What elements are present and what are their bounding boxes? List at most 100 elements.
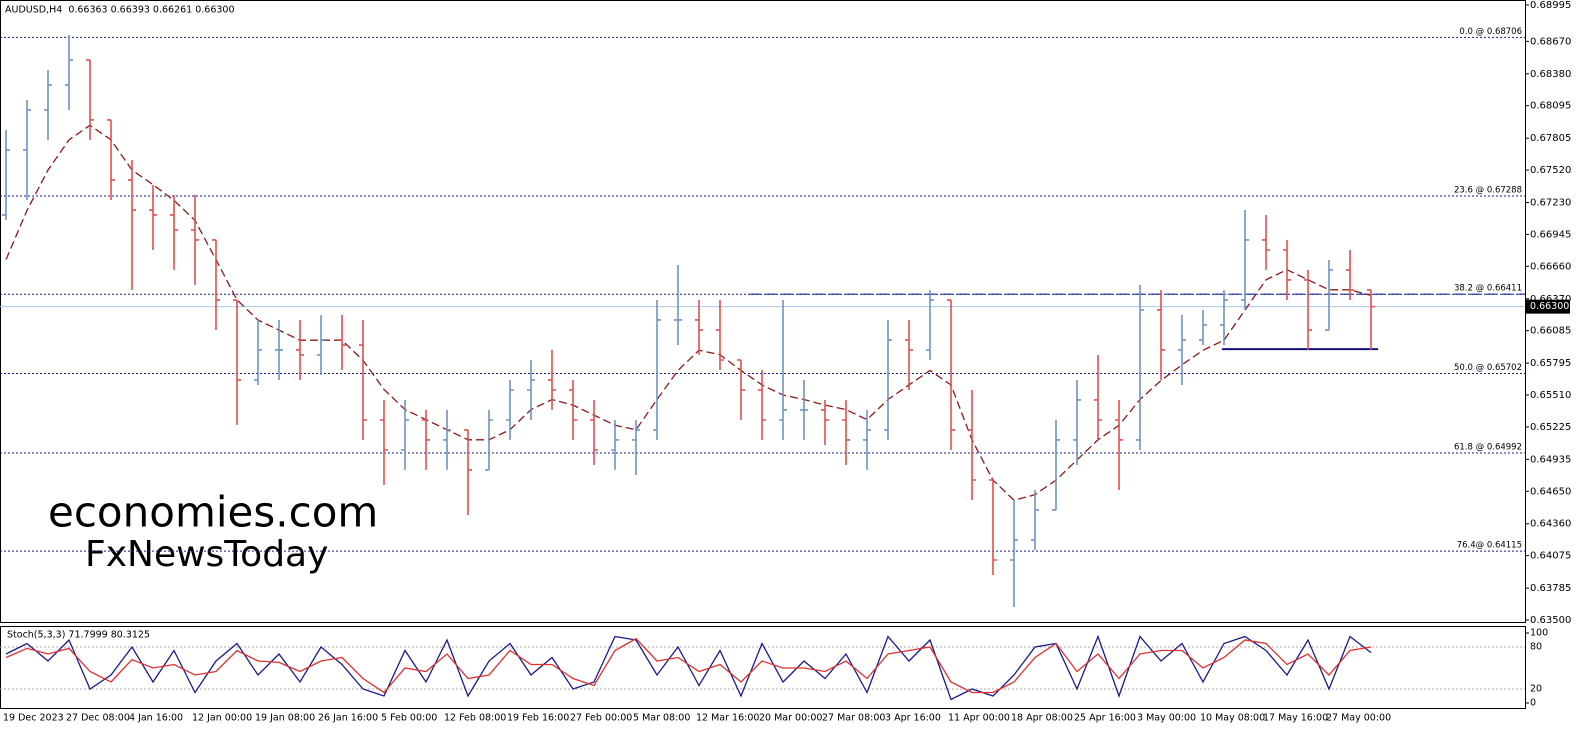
x-tick-label: 5 Mar 08:00 [633,713,690,724]
y-tick-label: 0.68670 [1530,36,1571,47]
ohlc-bar [1010,500,1018,608]
ohlc-bar [1283,239,1291,301]
indicator-title: Stoch(5,3,3) 71.7999 80.3125 [7,630,150,641]
ohlc-bar [317,315,325,376]
ohlc-bar [548,349,556,410]
current-price-box [1526,299,1570,314]
fib-label: 38.2 @ 0.66411 [1454,284,1522,294]
fib-label: 23.6 @ 0.67288 [1454,186,1522,196]
y-tick-label: 0.65510 [1530,390,1571,401]
x-tick-label: 26 Jan 16:00 [318,713,378,724]
indicator-tick-label: 0 [1530,698,1536,709]
ohlc-bar [86,59,94,140]
x-tick-label: 19 Jan 08:00 [255,713,315,724]
fib-label: 76.4@ 0.64115 [1457,541,1522,551]
ohlc-bar [884,319,892,440]
x-tick-label: 12 Jan 00:00 [192,713,252,724]
y-tick-label: 0.64935 [1530,454,1571,465]
fib-label: 0.0 @ 0.68706 [1459,27,1522,37]
moving-average [5,124,1372,501]
ohlc-bar [338,315,346,370]
y-tick-label: 0.63785 [1530,583,1571,594]
y-tick-label: 0.65225 [1530,422,1571,433]
ohlc-bar [1304,269,1312,350]
ohlc-bar [359,319,367,440]
y-tick-label: 0.64075 [1530,551,1571,562]
ohlc-bar [1199,309,1207,346]
ohlc-bar [716,300,724,370]
x-tick-label: 20 Mar 00:00 [759,713,822,724]
ohlc-bar [569,380,577,440]
y-tick-label: 0.63500 [1530,615,1571,626]
x-tick-label: 19 Feb 16:00 [507,713,569,724]
ohlc-bar [464,429,472,516]
y-tick-label: 0.64650 [1530,486,1571,497]
ohlc-bar [443,409,451,470]
x-tick-label: 11 Apr 00:00 [948,713,1010,724]
ohlc-bar [2,130,10,220]
x-tick-label: 12 Feb 08:00 [444,713,506,724]
y-tick-label: 0.67230 [1530,198,1571,209]
ohlc-bar [1367,289,1375,350]
ohlc-bar [947,299,955,450]
watermark: economies.com [48,488,378,537]
ohlc-bar [653,300,661,440]
ohlc-bar [422,409,430,470]
x-tick-label: 3 May 00:00 [1137,713,1196,724]
ohlc-bar [968,390,976,501]
watermark: FxNewsToday [85,534,328,575]
indicator-line [5,637,1372,694]
ohlc-bar [254,319,262,385]
ohlc-bar [380,399,388,485]
x-tick-label: 27 Mar 08:00 [822,713,885,724]
ohlc-bar [485,409,493,471]
x-tick-label: 27 May 00:00 [1326,713,1391,724]
y-tick-label: 0.66660 [1530,261,1571,272]
ohlc-bar [401,399,409,470]
y-tick-label: 0.68995 [1530,0,1571,11]
ohlc-bar [1325,259,1333,331]
indicator-tick-label: 100 [1530,628,1548,639]
fib-label: 50.0 @ 0.65702 [1454,363,1522,373]
ohlc-bar [1178,315,1186,385]
ohlc-bar [233,299,241,425]
x-tick-label: 10 May 08:00 [1200,713,1265,724]
ohlc-bar [1115,399,1123,490]
ohlc-bar [128,160,136,290]
ohlc-bar [1094,354,1102,440]
ohlc-bar [989,479,997,576]
indicator-tick-label: 80 [1530,642,1542,653]
ohlc-bar [863,409,871,470]
ohlc-bar [1052,419,1060,511]
indicator-frame [0,626,1526,709]
y-tick-label: 0.67520 [1530,165,1571,176]
x-tick-label: 27 Dec 08:00 [66,713,130,724]
x-tick-label: 19 Dec 2023 [3,713,64,724]
ohlc-bar [1073,380,1081,465]
ohlc-bar [611,419,619,470]
ohlc-bar [926,289,934,361]
x-tick-label: 25 Apr 16:00 [1074,713,1136,724]
price-frame [0,0,1526,623]
ohlc-bar [212,239,220,331]
x-tick-label: 4 Jan 16:00 [129,713,183,724]
ohlc-bar [737,359,745,420]
ohlc-bar [1241,210,1249,310]
ohlc-bar [149,184,157,250]
ohlc-bar [590,399,598,465]
ohlc-bar [632,419,640,475]
ohlc-bar [1220,289,1228,346]
x-tick-label: 3 Apr 16:00 [885,713,941,724]
ohlc-bar [758,369,766,440]
current-price-label: 0.66300 [1530,301,1569,312]
x-tick-label: 5 Feb 00:00 [381,713,437,724]
ohlc-bar [1031,489,1039,550]
x-tick-label: 12 Mar 16:00 [696,713,759,724]
y-tick-label: 0.65795 [1530,358,1571,369]
ohlc-bar [842,399,850,465]
ohlc-bar [695,300,703,355]
ohlc-bar [800,380,808,440]
